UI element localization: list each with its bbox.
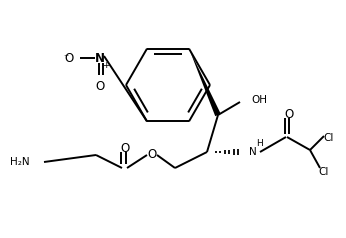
Text: Cl: Cl	[319, 167, 329, 177]
Text: N: N	[95, 51, 105, 64]
Polygon shape	[189, 49, 221, 116]
Text: N: N	[249, 147, 257, 157]
Text: +: +	[102, 61, 110, 70]
Text: O: O	[120, 142, 130, 154]
Text: O: O	[147, 149, 157, 162]
Text: O: O	[284, 108, 294, 120]
Text: H₂N: H₂N	[10, 157, 30, 167]
Text: Cl: Cl	[324, 133, 334, 143]
Text: O: O	[65, 51, 74, 64]
Text: O: O	[95, 80, 104, 94]
Text: H: H	[256, 139, 263, 149]
Text: ⁻: ⁻	[63, 53, 68, 63]
Text: OH: OH	[251, 95, 267, 105]
